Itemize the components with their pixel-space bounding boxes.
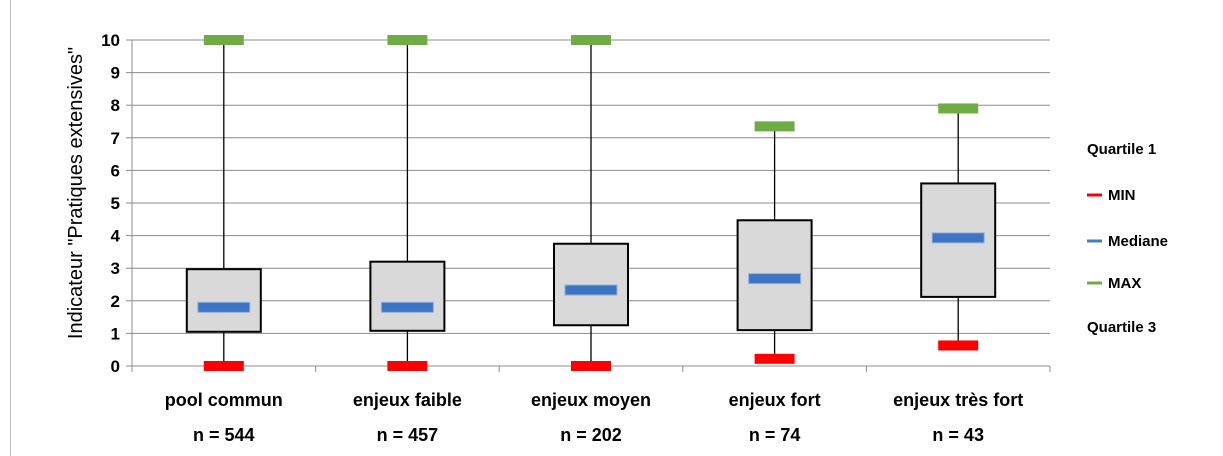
category-label: enjeux faible xyxy=(353,390,462,410)
legend-label-4: MAX xyxy=(1108,275,1141,292)
y-tick-label-7: 7 xyxy=(111,129,120,148)
iqr-box xyxy=(369,260,446,332)
frame-border xyxy=(10,0,11,456)
category-n-label: n = 202 xyxy=(560,425,622,445)
box-2 xyxy=(369,35,446,371)
legend-label-2: MIN xyxy=(1108,187,1136,204)
category-n-label: n = 74 xyxy=(749,425,801,445)
median-marker xyxy=(197,301,251,313)
box-1 xyxy=(185,35,262,371)
y-tick-label-1: 1 xyxy=(111,324,120,343)
max-marker xyxy=(387,35,428,45)
y-tick-label-8: 8 xyxy=(111,96,120,115)
category-n-label: n = 544 xyxy=(193,425,255,445)
max-marker xyxy=(571,35,611,45)
max-marker xyxy=(203,35,244,45)
y-tick-label-3: 3 xyxy=(111,259,120,278)
category-label: pool commun xyxy=(165,390,283,410)
box-5 xyxy=(920,103,997,351)
box-3 xyxy=(553,35,629,371)
min-marker xyxy=(754,353,795,364)
iqr-box xyxy=(553,242,629,327)
boxes xyxy=(185,35,997,371)
labels: pool commun n = 544 enjeux faible n = 457 en… xyxy=(165,390,1023,445)
y-tick-label-2: 2 xyxy=(111,292,120,311)
max-marker xyxy=(938,103,979,114)
category-label: enjeux fort xyxy=(729,390,821,410)
median-marker xyxy=(931,232,985,244)
y-tick-label-0: 0 xyxy=(111,357,120,376)
legend-label-5: Quartile 3 xyxy=(1087,319,1156,336)
category-n-label: n = 457 xyxy=(377,425,439,445)
legend: Quartile 1 MIN Mediane MAX Quartile 3 xyxy=(1087,141,1168,336)
min-marker xyxy=(571,361,611,371)
y-tick-label-4: 4 xyxy=(111,227,121,246)
median-marker xyxy=(564,284,618,296)
category-label: enjeux moyen xyxy=(531,390,651,410)
y-axis-title: Indicateur "Pratiques extensives" xyxy=(65,47,87,339)
legend-label-3: Mediane xyxy=(1108,233,1168,250)
y-tick-label-9: 9 xyxy=(111,64,120,83)
legend-label-1: Quartile 1 xyxy=(1087,141,1156,158)
min-marker xyxy=(938,340,979,351)
category-n-label: n = 43 xyxy=(932,425,984,445)
min-marker xyxy=(203,361,244,371)
median-marker xyxy=(748,273,802,285)
y-tick-label-10: 10 xyxy=(101,31,120,50)
max-marker xyxy=(754,121,795,132)
y-tick-label-5: 5 xyxy=(111,194,120,213)
median-marker xyxy=(380,301,434,313)
iqr-box xyxy=(185,268,262,333)
y-tick-label-6: 6 xyxy=(111,161,120,180)
min-marker xyxy=(387,361,428,371)
category-label: enjeux très fort xyxy=(893,390,1023,410)
axes: 0 1 2 3 4 5 6 7 8 9 10 Indicateur "Pratiques extens… xyxy=(65,31,1051,376)
box-4 xyxy=(736,121,813,364)
